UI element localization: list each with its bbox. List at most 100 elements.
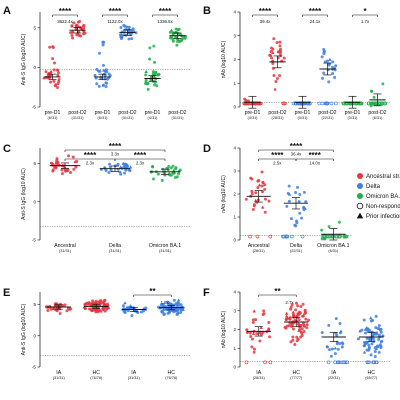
fold-change: 3622.4x [57,19,73,24]
data-point [303,312,307,316]
data-point-prior-infection [144,69,148,73]
significance-stars: **** [109,7,122,16]
data-point [251,207,255,211]
data-point-prior-infection [287,192,292,196]
data-point-nonresponder [342,101,347,106]
data-point [146,82,150,86]
data-point [260,170,264,174]
fold-change: 39.4x [260,19,272,24]
x-category-label: post-D2 [368,110,386,116]
data-point [78,34,82,38]
y-tick-label: 3 [233,169,236,174]
data-point [177,27,181,31]
data-point [294,301,298,305]
data-point-nonresponder [255,234,260,239]
data-point-nonresponder [343,360,348,365]
data-point [272,37,276,41]
data-point [289,340,293,344]
fold-change: 2.3x [136,161,145,166]
data-point-nonresponder [329,101,334,106]
significance-bracket: ****3.3x [64,142,166,157]
data-point [289,307,293,311]
data-point [286,191,290,195]
data-point [171,164,175,168]
point-group [42,45,61,89]
data-point [252,347,256,351]
data-point [320,331,324,335]
point-group [320,317,350,365]
data-point [372,95,376,99]
data-point [58,312,62,316]
data-point [293,342,297,346]
y-tick-label: -5 [32,238,37,243]
data-point [144,306,148,310]
data-point [251,318,255,322]
x-category-label: HC [368,370,376,376]
data-point [70,33,74,37]
data-point [144,82,148,86]
data-point-prior-infection [260,205,265,209]
data-point [276,50,280,54]
data-point [151,165,155,169]
data-point [166,302,170,306]
data-point [262,309,266,313]
x-category-label: IA [131,370,136,376]
data-point [305,326,309,330]
data-point [168,30,172,34]
data-point-nonresponder [342,360,346,365]
data-point [370,342,374,346]
significance-bracket: ****14.0x [295,151,334,166]
data-point [83,306,87,310]
data-point [172,298,176,302]
significance-bracket: ****2.3x [64,151,116,166]
point-group [121,301,148,318]
data-point-nonresponder [320,101,325,106]
data-point [151,72,155,76]
data-point-prior-infection [297,328,301,332]
data-point [174,302,178,306]
significance-stars: **** [84,151,97,160]
data-point [174,27,178,31]
data-point-prior-infection [252,309,256,313]
data-point [300,333,304,337]
y-tick-label: 3 [233,308,236,313]
data-point [278,40,282,44]
data-point-nonresponder [283,234,288,239]
data-point [71,36,75,40]
point-group [99,161,133,176]
data-point [301,302,305,306]
data-point [71,155,75,159]
data-point [291,327,295,331]
responder-count: (76/76) [165,376,178,380]
data-point [294,308,298,312]
y-axis-label: Anti-S IgG (log10 AUC) [21,168,27,220]
data-point [245,328,249,332]
data-point [256,179,260,183]
data-point [72,167,76,171]
responder-count: (22/31) [290,249,303,253]
data-point-prior-infection [273,87,277,91]
data-point-prior-infection [362,350,367,354]
data-point [340,341,344,345]
data-point [334,64,338,68]
x-category-label: pre-D1 [145,110,161,116]
responder-count: (28/31) [253,376,266,380]
panel-d: D 0 1 2 3 4 nAb (log10 AUC) Ancestral(28/31) Del… [203,142,352,253]
legend-label: Ancestral strain [366,174,400,180]
data-point-nonresponder [300,234,305,239]
responder-count: (31/31) [121,116,134,120]
data-point [278,44,282,48]
data-point [380,339,384,343]
data-point [44,70,48,74]
data-point [105,306,109,310]
data-point [97,84,101,88]
x-category-label: pre-D1 [95,110,111,116]
legend-marker [357,183,363,189]
data-point [297,200,301,204]
data-point [82,26,86,30]
data-point [252,350,256,354]
data-point [95,82,99,86]
data-point [104,81,108,85]
